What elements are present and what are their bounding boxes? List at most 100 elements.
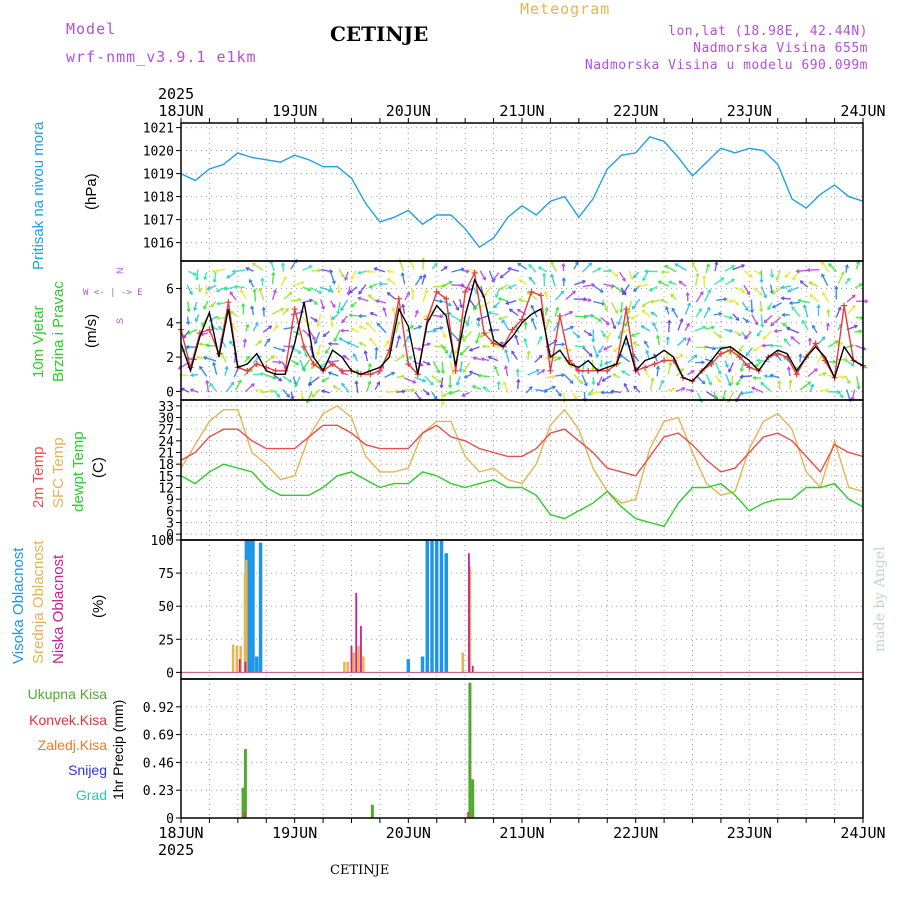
wind-direction-arrowhead <box>851 304 856 309</box>
wind-direction-arrowhead <box>459 304 464 309</box>
wind-direction-arrow <box>431 391 438 400</box>
wind-direction-arrow <box>588 388 594 396</box>
wind-direction-arrow <box>404 292 410 301</box>
wind-direction-arrowhead <box>260 371 265 377</box>
wind-gust-line-point <box>253 360 260 367</box>
wind-direction-arrow <box>603 269 612 272</box>
wind-direction-arrowhead <box>858 329 863 334</box>
wind-direction-arrow <box>459 345 470 356</box>
wind-direction-arrow <box>249 279 255 288</box>
wind-direction-arrowhead <box>195 276 200 281</box>
wind-direction-arrowhead <box>763 374 768 379</box>
wind-direction-arrow <box>200 332 209 336</box>
wind-direction-arrowhead <box>439 299 444 304</box>
wind-direction-arrowhead <box>648 287 653 292</box>
precip-bar-convective <box>243 811 246 818</box>
wind-direction-arrowhead <box>633 274 637 279</box>
wind-direction-arrowhead <box>807 381 812 386</box>
wind-direction-arrow <box>414 376 426 383</box>
wind-direction-arrow <box>225 382 235 393</box>
wind-direction-arrowhead <box>278 360 283 365</box>
wind-direction-arrow <box>798 299 810 304</box>
wind-direction-arrowhead <box>729 299 734 304</box>
wind-direction-arrowhead <box>240 288 244 293</box>
wind-direction-arrowhead <box>406 335 410 340</box>
wind-direction-arrow <box>319 286 332 292</box>
wind-direction-arrowhead <box>411 388 416 393</box>
wind-direction-arrow <box>350 327 360 333</box>
wind-direction-arrowhead <box>560 290 565 295</box>
wind-direction-arrowhead <box>581 279 587 284</box>
wind-direction-arrowhead <box>707 288 712 293</box>
cloud-bar-mid <box>343 661 346 673</box>
wind-direction-arrow <box>195 314 200 322</box>
wind-direction-arrow <box>743 270 753 278</box>
wind-direction-arrowhead <box>834 285 839 290</box>
wind-direction-arrow <box>610 301 618 314</box>
wind-direction-arrowhead <box>657 280 662 285</box>
wind-direction-arrowhead <box>443 266 448 270</box>
precip-bar-total <box>370 804 374 818</box>
wind-direction-arrowhead <box>308 381 313 386</box>
wind-direction-arrowhead <box>735 317 740 322</box>
wind-direction-arrowhead <box>204 291 209 296</box>
wind-direction-arrowhead <box>467 286 472 291</box>
wind-direction-arrow <box>790 336 801 345</box>
cloud-bar-mid <box>352 652 356 673</box>
wind-direction-arrow <box>741 301 749 311</box>
wind-direction-arrowhead <box>215 316 220 321</box>
wind-direction-arrowhead <box>735 301 740 306</box>
wind-direction-arrowhead <box>440 401 445 406</box>
wind-gust-line-point <box>452 367 459 374</box>
wind-direction-arrow <box>229 291 237 301</box>
wind-direction-arrow <box>837 391 844 398</box>
wind-direction-arrowhead <box>442 393 447 397</box>
wind-direction-arrow <box>642 300 651 307</box>
wind-gust-line-point <box>717 350 724 357</box>
wind-direction-arrow <box>308 329 316 341</box>
wind-gust-line-point <box>575 367 582 374</box>
wind-direction-arrow <box>818 372 827 377</box>
wind-direction-arrow <box>230 311 237 317</box>
wind-direction-arrow <box>433 326 443 331</box>
wind-direction-arrow <box>592 285 604 293</box>
wind-direction-arrowhead <box>481 344 486 349</box>
wind-direction-arrow <box>772 302 782 309</box>
wind-direction-arrow <box>696 375 706 385</box>
wind-direction-arrowhead <box>729 315 734 320</box>
wind-direction-arrow <box>337 302 341 314</box>
wind-direction-arrow <box>770 316 782 326</box>
wind-direction-arrowhead <box>365 321 370 326</box>
wind-direction-arrow <box>714 362 721 375</box>
wind-direction-arrowhead <box>717 378 721 383</box>
legend-freezing: Zaledj.Kisa <box>37 737 107 753</box>
wind-direction-arrowhead <box>693 354 698 359</box>
wind-direction-arrowhead <box>369 337 373 342</box>
wind-direction-arrow <box>476 314 490 321</box>
wind-direction-arrowhead <box>205 379 210 384</box>
wind-direction-arrowhead <box>769 373 774 378</box>
wind-direction-arrowhead <box>681 386 686 391</box>
wind-direction-arrow <box>292 281 305 287</box>
wind-direction-arrow <box>463 362 471 373</box>
wind-direction-arrowhead <box>242 338 248 343</box>
pressure-line <box>180 135 864 249</box>
wind-direction-arrow <box>770 269 773 278</box>
wind-direction-arrowhead <box>835 340 840 345</box>
wind-direction-arrowhead <box>433 396 438 400</box>
wind-direction-arrowhead <box>552 385 557 390</box>
wind-direction-arrow <box>819 389 829 392</box>
wind-direction-arrowhead <box>788 300 793 306</box>
legend-total-precip: Ukupna Kisa <box>27 686 107 702</box>
precip-bar-total <box>471 779 475 818</box>
wind-direction-arrowhead <box>406 291 411 296</box>
wind-direction-arrowhead <box>641 309 646 314</box>
wind-direction-arrow <box>325 346 331 354</box>
wind-direction-arrowhead <box>541 369 546 373</box>
wind-direction-arrowhead <box>501 319 506 324</box>
wind-direction-arrow <box>604 360 613 365</box>
wind-direction-arrow <box>355 381 359 393</box>
wind-direction-arrow <box>734 286 745 293</box>
wind-direction-arrowhead <box>739 374 744 379</box>
wind-direction-arrow <box>828 263 838 272</box>
